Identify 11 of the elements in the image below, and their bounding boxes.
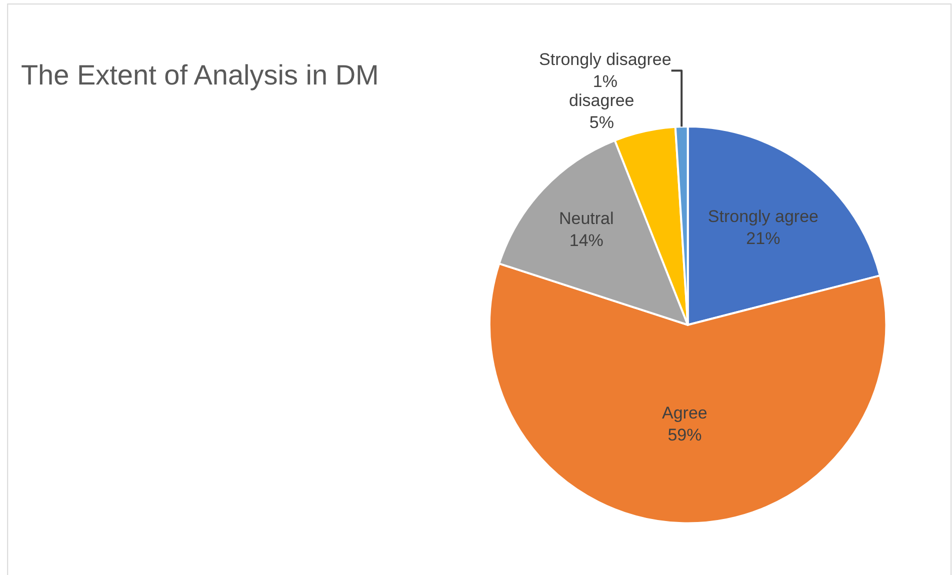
- data-label: 59%: [668, 426, 702, 445]
- slice-label: Agree: [662, 403, 708, 422]
- data-label: 1%: [592, 72, 618, 92]
- data-label: 14%: [569, 231, 604, 250]
- slice-label: Strongly agree: [708, 207, 818, 226]
- slice-label: disagree: [569, 91, 634, 110]
- slice-label: Neutral: [558, 209, 614, 228]
- text: The Extent of Analysis in DM: [20, 60, 379, 91]
- data-label: 21%: [746, 229, 780, 248]
- data-label: 5%: [589, 113, 614, 132]
- slice-label: Strongly disagree: [539, 50, 672, 70]
